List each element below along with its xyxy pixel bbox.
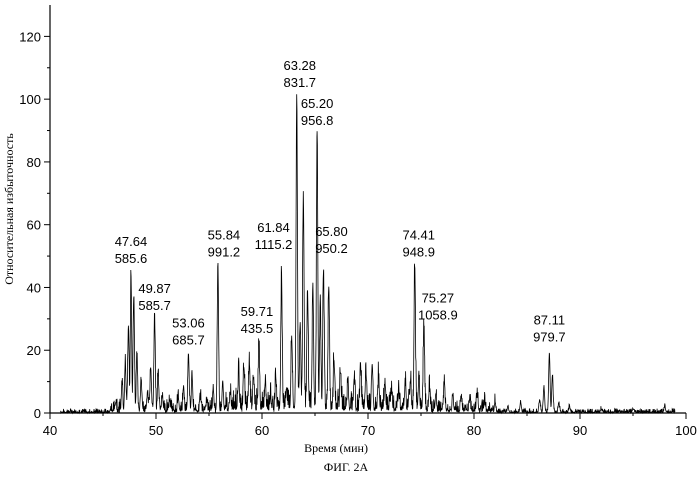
peak-retention-label: 47.64 [115, 234, 148, 249]
y-tick-label: 60 [27, 218, 41, 233]
peak-mz-label: 979.7 [533, 329, 566, 344]
peak-mz-label: 948.9 [402, 245, 435, 260]
y-tick-label: 80 [27, 155, 41, 170]
peak-retention-label: 49.87 [138, 281, 171, 296]
peak-retention-label: 59.71 [241, 304, 274, 319]
peak-mz-label: 991.2 [208, 245, 241, 260]
peak-retention-label: 61.84 [257, 220, 290, 235]
peak-mz-label: 1115.2 [255, 237, 293, 252]
figure-caption: ФИГ. 2А [324, 460, 369, 474]
x-tick-label: 40 [43, 423, 57, 438]
y-tick-label: 40 [27, 280, 41, 295]
x-tick-label: 100 [675, 423, 697, 438]
peak-mz-label: 956.8 [301, 113, 334, 128]
y-tick-label: 120 [19, 29, 41, 44]
peak-retention-label: 63.28 [283, 58, 316, 73]
x-tick-label: 60 [255, 423, 269, 438]
chromatogram-trace [61, 94, 676, 413]
peak-labels: 47.64 585.6 49.87 585.753.06 685.7 55.84 991.2… [115, 58, 566, 347]
peak-retention-label: 65.20 [301, 96, 334, 111]
peak-mz-label: 585.7 [138, 298, 171, 313]
x-tick-label: 50 [149, 423, 163, 438]
y-tick-label: 20 [27, 343, 41, 358]
peak-mz-label: 1058.9 [418, 307, 458, 322]
peak-retention-label: 65.80 [315, 224, 348, 239]
y-axis: 0 20 40 60 80 100 120 [19, 5, 50, 421]
x-tick-label: 70 [361, 423, 375, 438]
x-tick-label: 90 [573, 423, 587, 438]
x-tick-label: 80 [467, 423, 481, 438]
peak-mz-label: 685.7 [172, 333, 205, 348]
peak-retention-label: 55.84 [208, 228, 241, 243]
peak-retention-label: 87.11 [534, 312, 566, 327]
y-tick-label: 100 [19, 92, 41, 107]
peak-retention-label: 53.06 [172, 316, 205, 331]
peak-mz-label: 831.7 [283, 75, 316, 90]
chromatogram-line [61, 94, 676, 413]
peak-mz-label: 435.5 [241, 321, 274, 336]
x-axis: 40 50 60 70 80 90 100 [43, 413, 697, 438]
peak-mz-label: 585.6 [115, 251, 148, 266]
y-tick-label: 0 [34, 406, 41, 421]
peak-retention-label: 75.27 [422, 290, 455, 305]
peak-retention-label: 74.41 [402, 228, 435, 243]
peak-mz-label: 950.2 [315, 241, 348, 256]
y-axis-title: Относительная избыточность [2, 133, 16, 285]
x-axis-title: Время (мин) [304, 441, 368, 455]
